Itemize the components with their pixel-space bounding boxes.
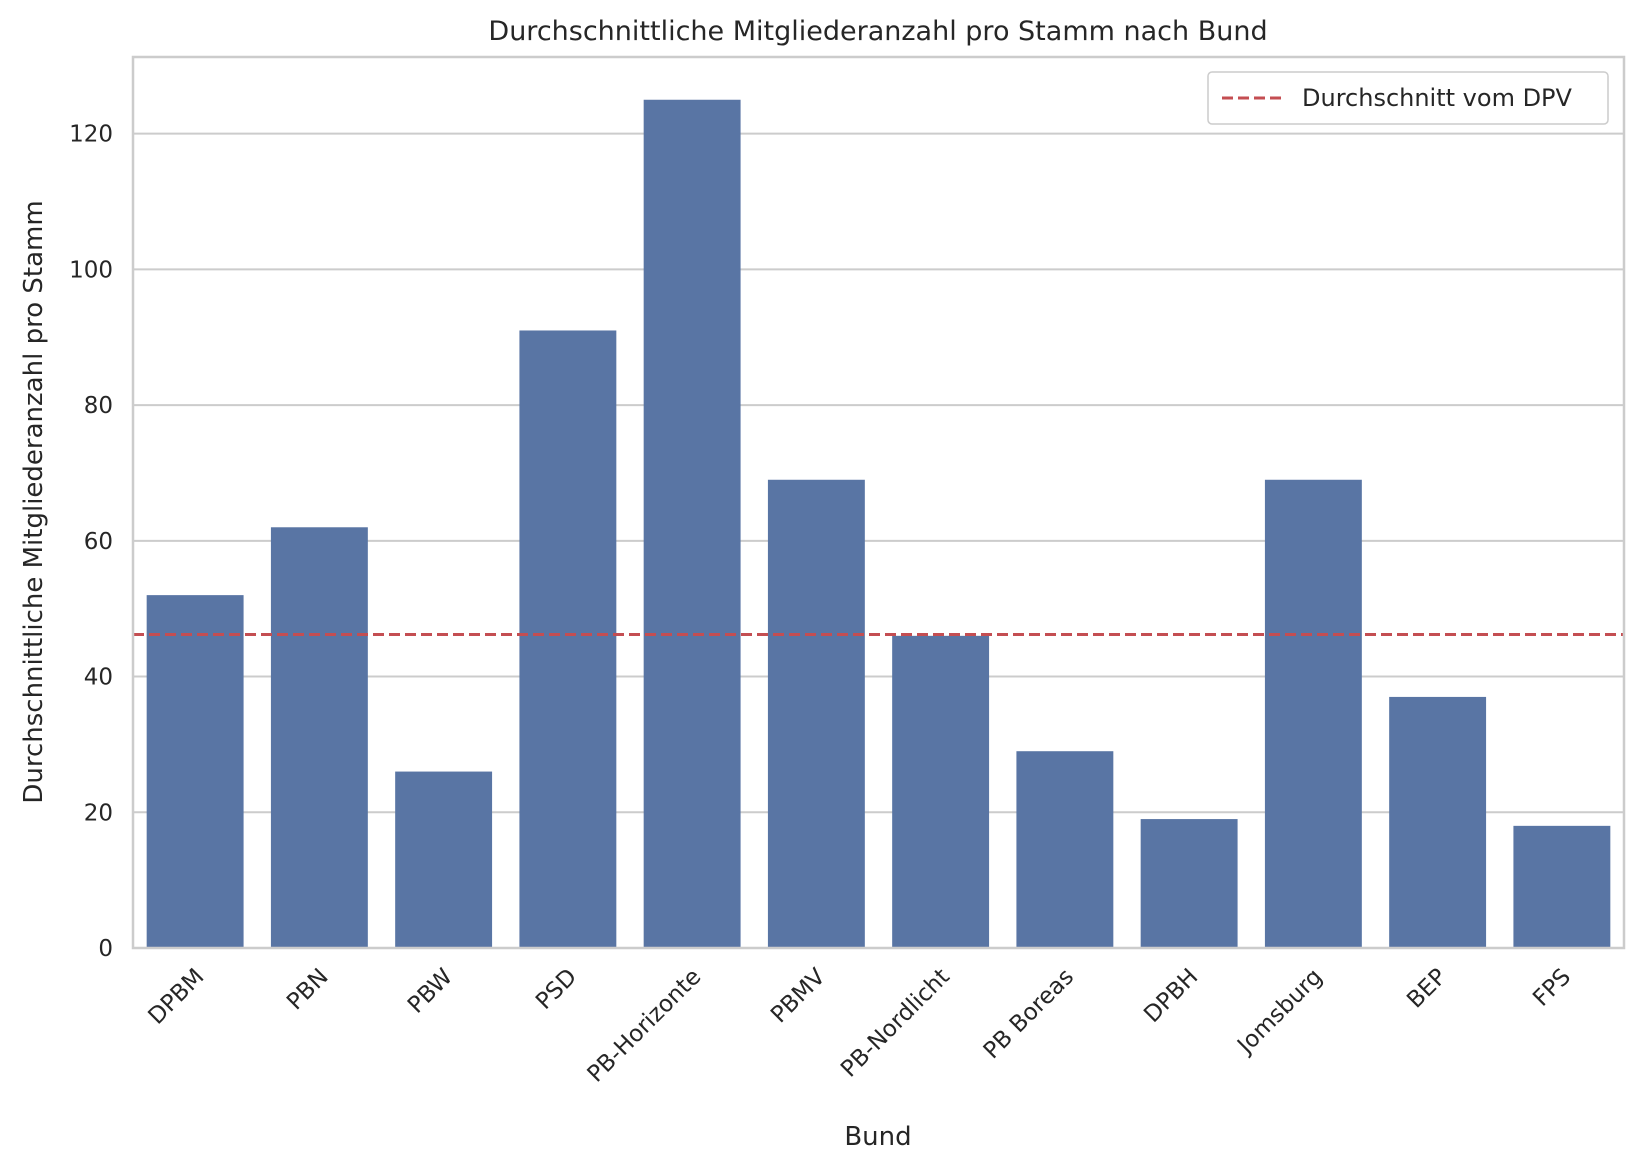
x-tick-label: PSD <box>531 964 582 1015</box>
chart-title: Durchschnittliche Mitgliederanzahl pro S… <box>488 16 1267 47</box>
x-tick-label: PB-Nordlicht <box>836 964 955 1083</box>
bar-pb-horizonte <box>643 99 741 949</box>
x-tick-label: PBN <box>282 964 334 1016</box>
bar-pb-boreas <box>1016 751 1114 948</box>
legend-box <box>1207 71 1609 125</box>
bar-jomsburg <box>1264 479 1362 948</box>
bar-bep <box>1389 696 1487 948</box>
legend: Durchschnitt vom DPV <box>1207 71 1609 125</box>
y-tick-label: 80 <box>84 393 113 419</box>
x-tick-label: BEP <box>1402 964 1452 1014</box>
legend-label-reference-line: Durchschnitt vom DPV <box>1302 84 1573 112</box>
y-tick-label: 0 <box>98 936 113 962</box>
y-axis-title: Durchschnittliche Mitgliederanzahl pro S… <box>19 200 49 803</box>
bar-pbw <box>395 771 493 948</box>
x-tick-label: DPBM <box>143 964 209 1030</box>
bars <box>146 99 1611 949</box>
x-tick-label: DPBH <box>1139 964 1203 1028</box>
bar-dpbm <box>146 595 244 948</box>
bar-pbn <box>270 527 368 948</box>
y-tick-label: 40 <box>84 665 113 691</box>
bar-fps <box>1513 825 1611 948</box>
x-axis-ticks: DPBM PBN PBW PSD PB-Horizonte PBMV PB-Nordlich… <box>143 964 1576 1088</box>
plot-frame <box>131 55 1626 950</box>
y-tick-label: 100 <box>69 257 113 283</box>
x-tick-label: PBMV <box>766 964 831 1029</box>
y-tick-label: 60 <box>84 529 113 555</box>
y-axis-ticks: 0 20 40 60 80 100 120 <box>69 122 113 962</box>
x-tick-label: PB-Horizonte <box>583 964 707 1088</box>
bar-psd <box>519 330 617 949</box>
x-tick-label: Jomsburg <box>1231 964 1327 1060</box>
y-tick-label: 20 <box>84 800 113 826</box>
bar-dpbh <box>1140 819 1238 948</box>
bar-pbmv <box>767 479 865 948</box>
bar-pb-nordlicht <box>892 635 990 948</box>
x-tick-label: FPS <box>1528 964 1576 1012</box>
y-tick-label: 120 <box>69 122 113 148</box>
x-tick-label: PB Boreas <box>979 964 1079 1064</box>
grid-lines <box>133 132 1624 949</box>
x-axis-title: Bund <box>844 1122 911 1152</box>
x-tick-label: PBW <box>403 964 458 1019</box>
